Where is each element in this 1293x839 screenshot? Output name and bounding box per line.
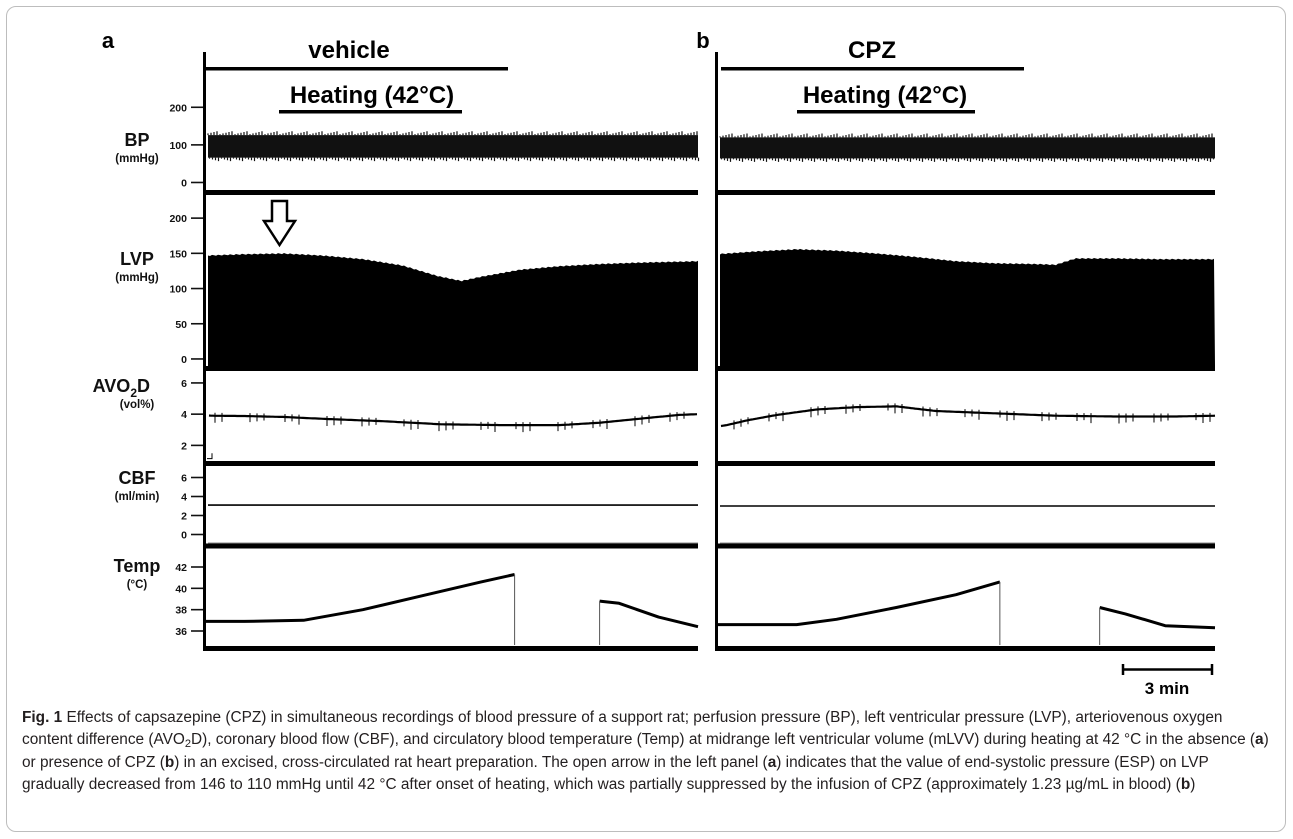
caption-panel-ref-b2: b [1180,775,1191,793]
figure-number: Fig. 1 [22,709,63,726]
separator-b-3 [717,543,1215,549]
temp-label: Temp [114,556,161,576]
bp-tick-label-2: 0 [181,177,187,189]
temp-trace-b [717,580,1216,630]
axis-b [715,52,718,651]
treatment-label-a: vehicle [308,37,389,64]
temp-unit: (°C) [127,579,148,591]
treatment-bar-a [205,67,508,71]
caption-sub-1: 2 [184,737,192,750]
heating-label-a: Heating (42°C) [290,82,454,109]
axis-a [203,52,206,651]
bp-label: BP [124,130,149,150]
temp-tick-label-2: 38 [175,605,187,617]
bp-trace-b [720,137,1215,159]
caption-text-1: Effects of capsazepine (CPZ) in simultan… [22,709,1223,748]
separator-a-4 [205,646,698,651]
bp-tick-label-1: 100 [169,140,187,152]
separator-b-0 [717,190,1215,195]
lvp-label: LVP [120,249,154,269]
avo2d-tick-label-1: 4 [181,409,187,421]
separator-a-0 [205,190,698,195]
caption-text-5: ) indicates that the value of end-systol… [22,754,1209,793]
lvp-tick-label-1: 150 [169,248,187,260]
temp-tick-label-1: 40 [175,583,187,595]
separator-a-1 [205,366,698,371]
caption-text-6: ) [1190,775,1196,793]
panel-letter-a: a [102,28,115,53]
figure-plot: BP (mmHg) 200 100 0 LVP (mmHg) 200 150 100 50 0 AVO2… [93,28,1216,698]
caption-text-4: ) in an excised, cross-circulated rat he… [174,754,768,771]
cbf-unit: (ml/min) [115,491,160,503]
open-arrow-indicator [261,199,298,248]
temp-tick-label-3: 36 [175,626,187,638]
avo2d-noise-a [214,411,685,433]
separator-b-2 [717,461,1215,466]
treatment-label-b: CPZ [848,37,896,64]
treatment-bar-b [721,67,1024,71]
caption-text-3: ) or presence of CPZ ( [22,730,1269,772]
lvp-unit: (mmHg) [115,272,159,284]
bp-unit: (mmHg) [115,153,159,165]
caption-panel-ref-a1: a [1255,730,1264,748]
bp-tick-label-0: 200 [169,102,187,114]
temp-tick-label-0: 42 [175,562,187,574]
separator-b-1 [717,366,1215,371]
lvp-tick-label-0: 200 [169,213,187,225]
lvp-tick-label-2: 100 [169,284,187,296]
avo2d-label: AVO2D [93,376,150,400]
caption-text-2: D), coronary blood flow (CBF), and circu… [191,730,1256,748]
separator-a-2 [205,461,698,466]
cbf-tick-label-2: 2 [181,511,187,523]
heating-bar-b [797,110,975,114]
avo2d-start-step-a [207,453,213,460]
avo2d-noise-b [733,403,1211,430]
heating-label-b: Heating (42°C) [803,82,967,109]
separator-a-3 [205,543,698,549]
heating-bar-a [279,110,462,114]
lvp-trace-a [208,253,698,366]
avo2d-tick-label-2: 2 [181,440,187,452]
cbf-label: CBF [119,468,156,488]
temp-trace-a [205,573,699,629]
cbf-tick-label-3: 0 [181,530,187,542]
scale-bar [1121,664,1214,675]
panel-letter-b: b [696,28,709,53]
bp-envelope-a [207,131,700,162]
separator-b-4 [717,646,1215,651]
caption-panel-ref-b1: b [164,754,175,771]
bp-envelope-b [719,133,1215,162]
avo2d-trace-b [720,405,1216,428]
lvp-tick-label-3: 50 [175,319,187,331]
caption-panel-ref-a2: a [767,754,777,771]
scale-bar-label: 3 min [1145,679,1189,698]
figure-frame [6,6,1286,832]
avo2d-tick-label-0: 6 [181,378,187,390]
cbf-tick-label-0: 6 [181,473,187,485]
bp-trace-a [208,135,698,158]
lvp-trace-b [720,248,1215,366]
figure-caption: Fig. 1 Effects of capsazepine (CPZ) in s… [22,707,1274,795]
lvp-tick-label-4: 0 [181,354,187,366]
avo2d-unit: (vol%) [120,399,155,411]
cbf-tick-label-1: 4 [181,492,187,504]
